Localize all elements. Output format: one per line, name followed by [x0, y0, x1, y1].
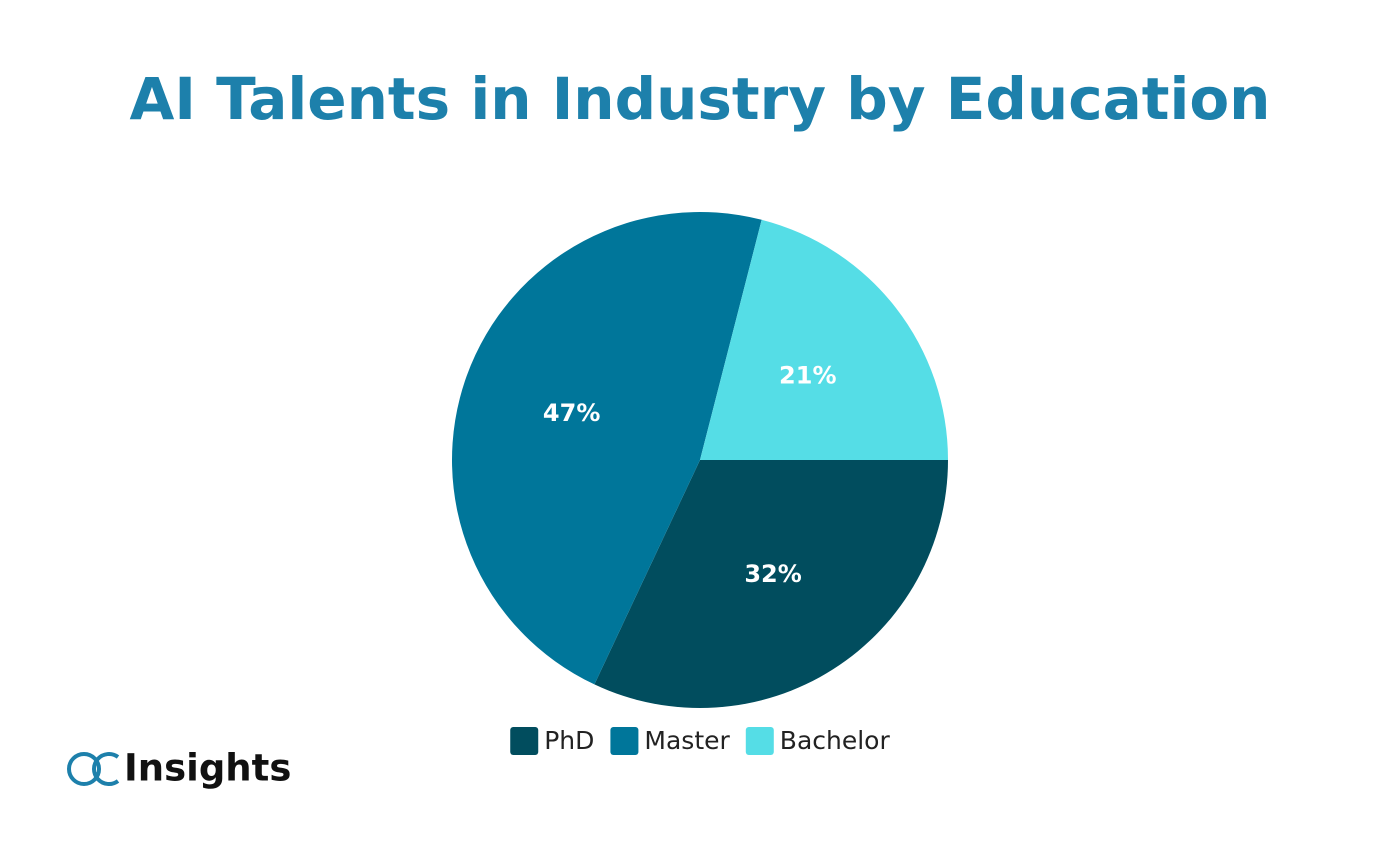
value-label: 21% [779, 361, 836, 389]
legend-label: Master [644, 726, 730, 755]
logo-text: Insights [124, 747, 291, 790]
pie-slice [594, 460, 948, 708]
legend-swatch [745, 727, 774, 755]
value-label: 47% [543, 399, 600, 427]
legend: PhD Master Bachelor [510, 726, 890, 755]
logo-mark [92, 752, 120, 786]
pie-slice [700, 219, 948, 460]
chart-title: AI Talents in Industry by Education [130, 65, 1271, 133]
legend-swatch [510, 727, 539, 755]
value-label: 32% [744, 560, 801, 588]
pie-slice [451, 211, 762, 685]
legend-label: PhD [544, 726, 594, 755]
logo: Insights [67, 747, 291, 790]
legend-swatch [610, 727, 639, 755]
legend-label: Bachelor [780, 726, 891, 755]
logo-mark [67, 752, 101, 786]
